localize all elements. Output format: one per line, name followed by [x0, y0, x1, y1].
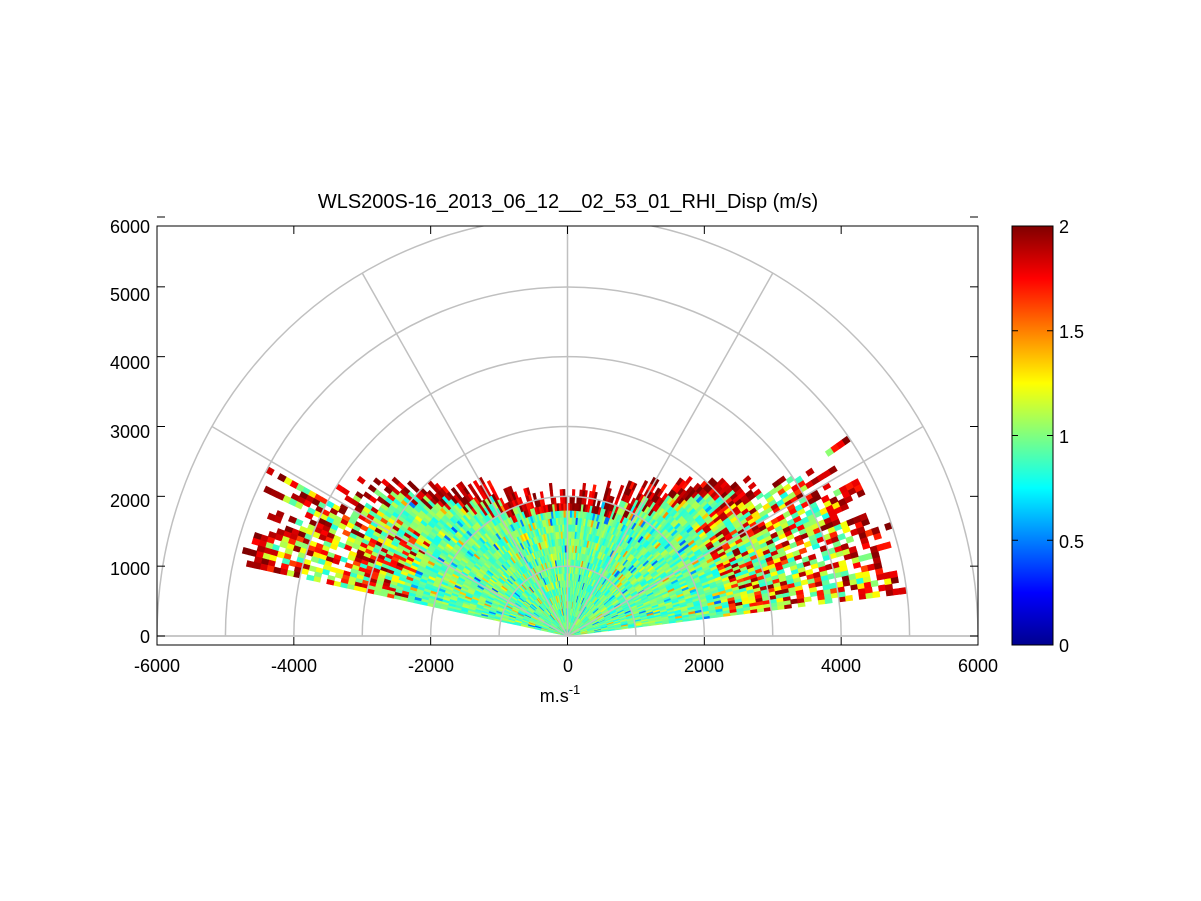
field-cell	[754, 502, 764, 511]
field-cell	[872, 590, 881, 599]
field-cell	[641, 479, 649, 489]
field-cell	[805, 467, 815, 477]
y-tick-label: 3000	[110, 422, 150, 442]
field-cell	[606, 480, 612, 489]
y-tick-label: 0	[140, 627, 150, 647]
field-cell	[816, 589, 825, 596]
y-tick-label: 5000	[110, 285, 150, 305]
field-cell	[848, 573, 857, 581]
field-cell	[752, 488, 762, 497]
chart-title: WLS200S-16_2013_06_12__02_53_01_RHI_Disp…	[318, 191, 818, 213]
x-tick-label: 4000	[821, 656, 861, 676]
field-cell	[889, 570, 898, 579]
field-cell	[582, 482, 587, 491]
y-tick-label: 4000	[110, 353, 150, 373]
colorbar-tick-label: 1.5	[1059, 322, 1084, 342]
field-cell	[844, 594, 854, 602]
field-cell	[550, 496, 555, 505]
field-cell	[850, 478, 861, 488]
field-cell	[848, 545, 858, 554]
field-cell	[503, 487, 510, 496]
field-cell	[882, 541, 892, 550]
field-cell	[747, 481, 757, 491]
field-cell	[245, 560, 255, 569]
x-tick-label: -6000	[134, 656, 180, 676]
field-cell	[391, 476, 401, 486]
field-cell	[777, 475, 787, 485]
field-cell	[549, 489, 554, 498]
field-cell	[828, 465, 838, 475]
field-cell	[626, 480, 633, 489]
field-cell	[717, 477, 726, 487]
field-cell	[675, 477, 684, 486]
field-cell	[576, 496, 580, 505]
x-tick-labels: -6000 -4000 -2000 0 2000 4000 6000	[134, 656, 998, 676]
field-cell	[877, 584, 887, 592]
field-cell	[660, 483, 668, 492]
field-cell	[858, 512, 869, 522]
field-cell	[450, 486, 459, 496]
field-cell	[729, 481, 739, 490]
field-cell	[882, 571, 892, 580]
field-cell	[685, 485, 694, 495]
field-cell	[548, 482, 553, 491]
x-tick-label: 6000	[958, 656, 998, 676]
colorbar-tick-label: 0.5	[1059, 532, 1084, 552]
colorbar-tick-label: 1	[1059, 427, 1069, 447]
colorbar-tick-label: 2	[1059, 217, 1069, 237]
y-tick-label: 1000	[110, 559, 150, 579]
y-tick-label: 6000	[110, 217, 150, 237]
field-cell	[803, 596, 812, 603]
colorbar-tick-label: 0	[1059, 636, 1069, 656]
field-cell	[854, 571, 864, 580]
x-axis-label-base: m.s	[540, 686, 569, 706]
field-cell	[569, 496, 573, 504]
field-cell	[559, 489, 564, 497]
x-tick-label: 0	[563, 656, 573, 676]
field-cell	[692, 482, 701, 492]
field-cell	[661, 492, 669, 501]
field-cell	[654, 487, 662, 496]
colorbar: 0 0.5 1 1.5 2	[1011, 217, 1084, 656]
x-axis-label-superscript: -1	[569, 682, 581, 697]
field-cell	[892, 588, 901, 596]
field-cell	[472, 479, 480, 489]
field-cell	[523, 487, 529, 497]
field-cell	[571, 489, 576, 497]
field-cell	[406, 480, 416, 489]
field-cell	[455, 483, 464, 492]
x-axis-label: m.s-1	[540, 682, 581, 706]
field-cell	[486, 479, 494, 489]
field-cell	[618, 484, 625, 493]
field-cell	[790, 598, 799, 605]
y-tick-label: 2000	[110, 491, 150, 511]
field-cell	[742, 475, 752, 484]
x-tick-label: -4000	[271, 656, 317, 676]
field-cell	[467, 483, 475, 492]
field-cell	[807, 553, 817, 561]
field-cell	[559, 496, 564, 504]
field-cell	[592, 484, 597, 493]
field-cell	[579, 489, 583, 498]
field-cell	[870, 579, 879, 588]
field-cell	[871, 526, 881, 535]
x-tick-label: -2000	[408, 656, 454, 676]
y-tick-labels: 0 1000 2000 3000 4000 5000 6000	[110, 217, 150, 647]
x-tick-label: 2000	[684, 656, 724, 676]
field-cell	[820, 494, 830, 504]
field-cell	[684, 475, 693, 485]
colorbar-gradient	[1011, 225, 1054, 646]
field-cell	[630, 497, 637, 506]
